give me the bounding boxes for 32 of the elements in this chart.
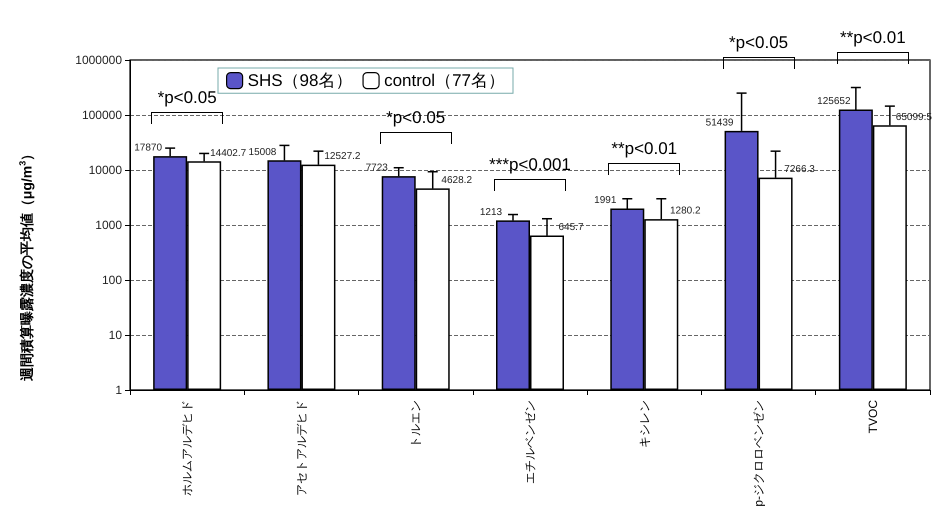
data-label: 1213	[480, 206, 503, 218]
data-label: 15008	[248, 146, 277, 158]
x-tick-label: キシレン	[637, 400, 652, 448]
data-label: 125652	[817, 96, 851, 108]
data-label: 14402.7	[210, 148, 247, 159]
data-label: 1991	[594, 195, 617, 206]
x-tick-label: TVOC	[866, 400, 880, 434]
y-tick-label: 100000	[82, 108, 122, 122]
y-tick-label: 1000000	[75, 53, 122, 67]
y-tick-label: 10000	[88, 163, 122, 177]
legend-label: control（77名）	[384, 71, 505, 90]
x-tick-label: エチルベンゼン	[523, 400, 537, 484]
x-tick-label: ホルムアルデヒド	[180, 400, 194, 496]
x-tick-label: p-ジクロロベンゼン	[752, 400, 766, 507]
text: **p<0.01	[838, 28, 907, 48]
annotation: ***p<0.001	[488, 154, 572, 175]
legend-label: SHS（98名）	[248, 71, 352, 90]
y-tick-label: 1	[115, 383, 122, 397]
y-tick-label: 1000	[95, 218, 122, 232]
y-axis-title: 週間積算曝露濃度の平均値（μg/m3）	[18, 146, 34, 382]
data-label: 51439	[706, 117, 734, 128]
x-tick-label: トルエン	[408, 400, 423, 448]
y-tick-label: 10	[108, 328, 122, 342]
x-tick-label: アセトアルデヒド	[294, 400, 308, 496]
data-label: 12527.2	[324, 151, 361, 162]
data-label: 4628.2	[441, 174, 472, 186]
data-label: 1280.2	[670, 206, 702, 217]
y-tick-label: 100	[102, 273, 122, 287]
data-label: 17870	[134, 142, 162, 154]
text: *p<0.05	[728, 33, 790, 54]
annotation: *p<0.05	[156, 88, 218, 108]
annotation: **p<0.01	[610, 138, 678, 159]
